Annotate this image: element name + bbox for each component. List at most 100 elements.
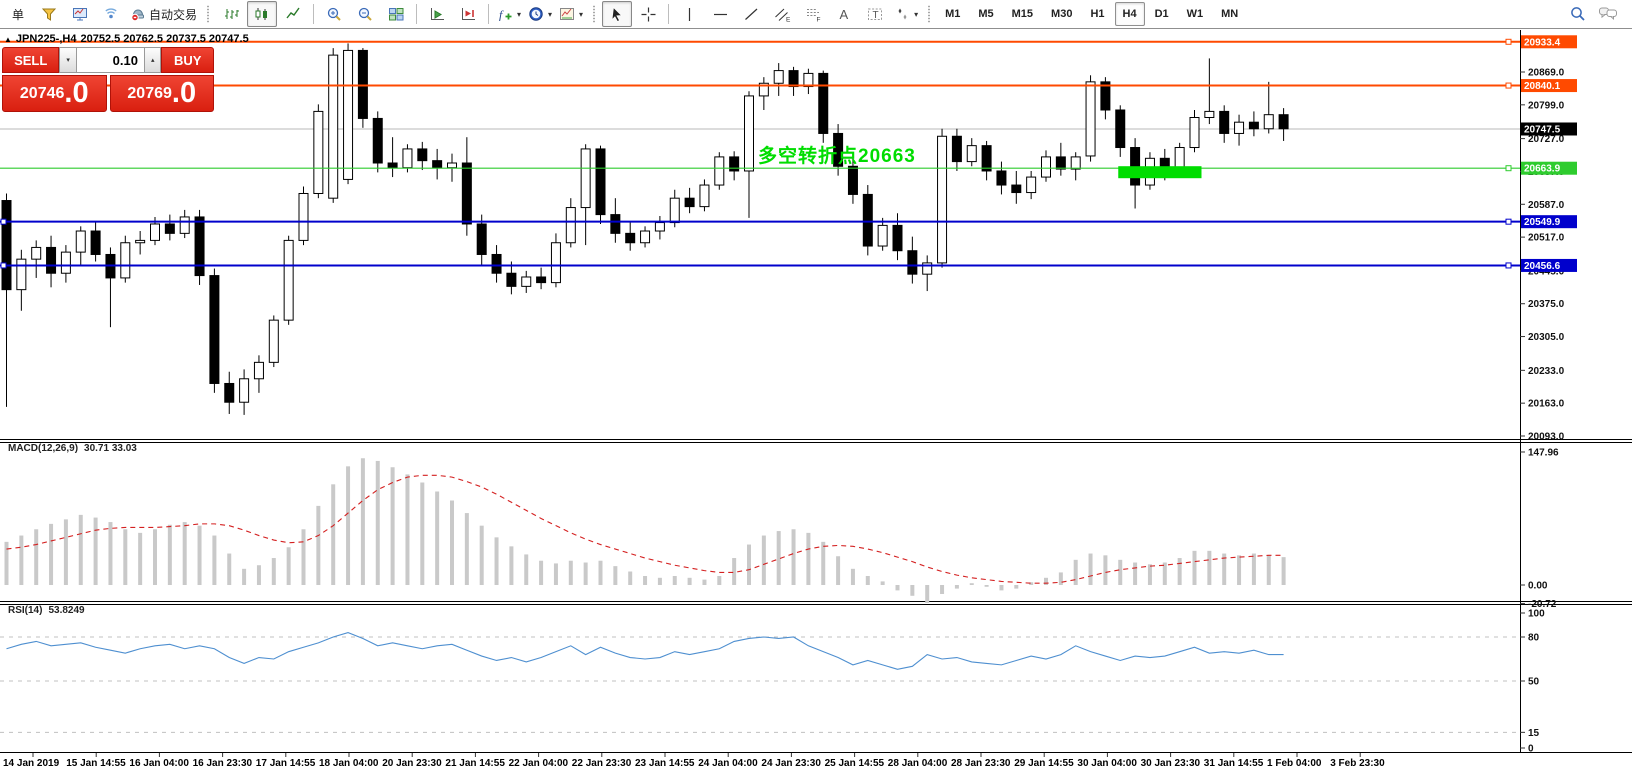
auto-trading-button[interactable]: 自动交易 — [127, 1, 200, 27]
auto-scroll-icon[interactable] — [422, 1, 452, 27]
funnel-icon[interactable] — [34, 1, 64, 27]
candle — [1248, 121, 1259, 130]
macd-scale-label: 147.96 — [1528, 447, 1559, 458]
equidistant-channel-icon[interactable]: E — [767, 1, 797, 27]
volume-input[interactable] — [76, 47, 144, 73]
level-handle-left[interactable] — [0, 218, 7, 225]
macd-histogram-bar — [747, 544, 751, 585]
chat-icon[interactable] — [1593, 1, 1623, 27]
chart-shift-icon[interactable] — [453, 1, 483, 27]
macd-histogram-bar — [880, 581, 885, 585]
candle — [996, 170, 1007, 186]
price-badge-20933.4 — [1521, 35, 1577, 49]
highlight-bar[interactable] — [1118, 166, 1202, 179]
time-label: 23 Jan 14:55 — [635, 758, 695, 769]
candle — [1, 200, 12, 291]
timeframe-M5[interactable]: M5 — [978, 8, 994, 20]
timeframe-D1[interactable]: D1 — [1154, 8, 1169, 20]
search-icon[interactable] — [1563, 1, 1593, 27]
candle — [610, 214, 621, 234]
macd-values: 30.71 33.03 — [84, 443, 137, 454]
buy-price-pips: .0 — [171, 77, 197, 109]
bar-chart-icon[interactable] — [216, 1, 246, 27]
one-click-trade-panel: SELL ▾ ▴ BUY 20746 .0 20769 .0 — [2, 47, 215, 112]
chart-area[interactable]: 20869.020799.020727.020657.020587.020517… — [0, 30, 1632, 773]
chart-text-annotation[interactable]: 多空转折点20663 — [758, 146, 916, 167]
toolbar-separator — [416, 4, 418, 24]
macd-signal-line — [6, 474, 1284, 584]
arrows-icon[interactable]: ▾ — [891, 1, 921, 27]
macd-histogram-bar — [286, 547, 291, 585]
zoom-in-icon[interactable] — [319, 1, 349, 27]
macd-histogram-bar — [108, 522, 113, 585]
timeframe-M15[interactable]: M15 — [1011, 8, 1034, 20]
candle — [164, 223, 175, 234]
level-handle[interactable] — [1505, 38, 1512, 45]
candle — [922, 262, 933, 275]
candle — [1189, 117, 1200, 149]
sell-button[interactable]: SELL — [2, 47, 60, 73]
text-icon[interactable]: A — [829, 1, 859, 27]
macd-histogram-bar — [494, 537, 499, 585]
candle — [313, 110, 324, 194]
trendline-icon[interactable] — [736, 1, 766, 27]
timeframe-H4[interactable]: H4 — [1114, 2, 1145, 26]
svg-text:f: f — [499, 7, 504, 21]
fibonacci-icon[interactable]: F — [798, 1, 828, 27]
chart-canvas[interactable]: 20869.020799.020727.020657.020587.020517… — [0, 30, 1632, 773]
buy-price-box[interactable]: 20769 .0 — [109, 75, 214, 112]
volume-increase-button[interactable]: ▴ — [143, 47, 162, 73]
timeframe-M1[interactable]: M1 — [945, 8, 961, 20]
level-handle[interactable] — [1505, 262, 1512, 269]
candle — [357, 49, 368, 119]
time-label: 25 Jan 14:55 — [825, 758, 885, 769]
candle — [1011, 184, 1022, 194]
vertical-line-icon[interactable] — [674, 1, 704, 27]
candle — [640, 230, 651, 244]
text-label-icon[interactable]: T — [860, 1, 890, 27]
new-order-button[interactable]: 单 — [11, 7, 24, 22]
macd-histogram-bar — [1207, 550, 1212, 585]
level-handle[interactable] — [1505, 82, 1512, 89]
macd-histogram-bar — [123, 529, 128, 585]
timeframe-H1[interactable]: H1 — [1090, 8, 1105, 20]
candle — [1026, 176, 1037, 194]
candle — [744, 95, 754, 172]
level-handle[interactable] — [1505, 218, 1512, 225]
candle — [862, 193, 873, 247]
price-tick-label: 20727.0 — [1528, 134, 1565, 145]
candle — [625, 232, 636, 244]
candle — [1278, 114, 1289, 130]
macd-histogram-bar — [316, 505, 321, 585]
horizontal-line-icon[interactable] — [705, 1, 735, 27]
timeframe-W1[interactable]: W1 — [1186, 8, 1204, 20]
candle — [209, 275, 220, 384]
line-chart-icon[interactable] — [278, 1, 308, 27]
indicators-button[interactable]: f ▾ — [499, 7, 522, 21]
price-badge-20456.6 — [1521, 258, 1577, 272]
templates-button[interactable]: ▾ — [556, 1, 586, 27]
crosshair-icon[interactable] — [633, 1, 663, 27]
candlestick-chart-icon[interactable] — [247, 1, 278, 27]
macd-histogram-bar — [1177, 558, 1182, 585]
sell-price-box[interactable]: 20746 .0 — [2, 75, 107, 112]
candle — [372, 117, 383, 164]
level-handle[interactable] — [1505, 165, 1512, 172]
candle — [46, 246, 57, 274]
volume-decrease-button[interactable]: ▾ — [59, 47, 77, 73]
time-label: 30 Jan 04:00 — [1077, 758, 1137, 769]
timeframe-M30[interactable]: M30 — [1051, 8, 1073, 20]
cursor-icon[interactable] — [602, 1, 633, 27]
buy-button[interactable]: BUY — [161, 47, 215, 73]
level-handle-left[interactable] — [0, 262, 7, 269]
macd-histogram-bar — [1266, 555, 1271, 585]
periods-button[interactable]: ▾ — [525, 1, 555, 27]
terminal-icon[interactable] — [65, 1, 95, 27]
tile-windows-icon[interactable] — [381, 1, 411, 27]
zoom-out-icon[interactable] — [350, 1, 380, 27]
collapse-icon[interactable]: ▲ — [4, 34, 12, 44]
candle — [699, 184, 710, 208]
macd-histogram-bar — [4, 541, 9, 585]
timeframe-MN[interactable]: MN — [1221, 8, 1239, 20]
signal-icon[interactable] — [96, 1, 126, 27]
